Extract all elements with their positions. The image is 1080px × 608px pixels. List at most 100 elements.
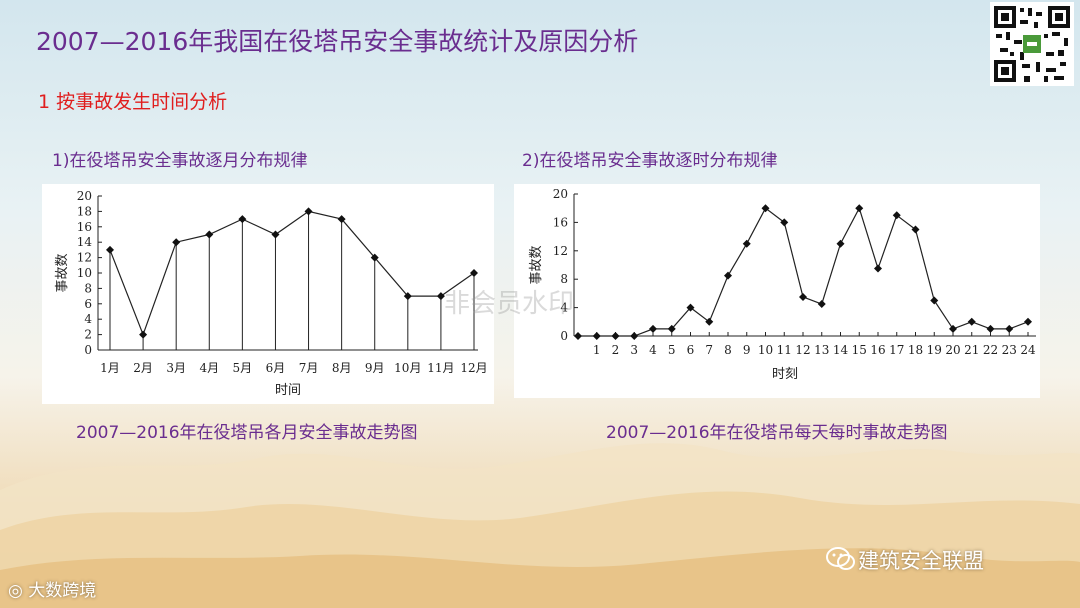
chart1-caption: 2007—2016年在役塔吊各月安全事故走势图	[76, 423, 418, 443]
logo-text: 大数跨境	[28, 581, 97, 601]
y-tick-label: 4	[560, 301, 568, 315]
logo-mark-icon: ◎	[8, 581, 29, 601]
x-tick-label: 2	[612, 343, 620, 357]
y-tick-label: 12	[77, 251, 92, 265]
x-tick-label: 4月	[199, 361, 219, 375]
data-point	[780, 218, 789, 227]
y-tick-label: 2	[84, 328, 92, 342]
x-tick-label: 10	[758, 343, 773, 357]
data-point	[592, 332, 601, 340]
data-point	[470, 269, 478, 277]
data-point	[874, 264, 882, 273]
y-tick-label: 8	[84, 281, 92, 295]
x-tick-label: 18	[908, 343, 923, 357]
data-point	[574, 332, 582, 340]
x-axis-title: 时间	[275, 383, 301, 398]
data-point	[630, 332, 639, 340]
hourly-chart: 0 4 8 12 16 20 1 2 3 4 5 6 7 8 9 10 11 12 13 14 15 16 17 18 19 20…	[514, 184, 1040, 398]
mountain-background	[0, 443, 1080, 608]
x-tick-label: 4	[649, 343, 657, 357]
bottom-logo: ◎ 大数跨境	[8, 576, 96, 601]
y-tick-label: 0	[84, 343, 92, 357]
data-point	[667, 324, 676, 333]
y-tick-label: 4	[84, 312, 92, 326]
data-point	[611, 332, 620, 340]
x-tick-label: 13	[814, 343, 829, 357]
y-tick-label: 20	[553, 187, 568, 201]
x-tick-label: 10月	[394, 361, 421, 375]
x-tick-label: 1月	[100, 361, 120, 375]
x-tick-label: 20	[945, 343, 960, 357]
data-point	[370, 253, 379, 262]
data-point	[986, 324, 995, 333]
data-point	[1005, 324, 1014, 333]
wechat-icon	[826, 547, 855, 570]
x-tick-label: 19	[927, 343, 942, 357]
data-point	[967, 317, 976, 326]
chart1-subtitle: 1)在役塔吊安全事故逐月分布规律	[52, 151, 308, 171]
x-tick-label: 14	[833, 343, 849, 357]
x-tick-label: 8	[724, 343, 732, 357]
data-point	[304, 207, 313, 216]
data-point	[172, 238, 181, 247]
data-point	[855, 204, 864, 213]
x-tick-label: 9月	[365, 361, 385, 375]
data-point	[836, 239, 845, 248]
chart2-subtitle: 2)在役塔吊安全事故逐时分布规律	[522, 151, 778, 171]
x-tick-label: 17	[889, 343, 904, 357]
data-point	[205, 230, 214, 239]
y-axis-title: 事故数	[55, 253, 70, 292]
x-tick-label: 7月	[299, 361, 319, 375]
x-tick-label: 5月	[233, 361, 253, 375]
y-tick-label: 20	[77, 189, 92, 203]
x-tick-label: 12月	[460, 361, 487, 375]
y-tick-label: 12	[553, 244, 568, 258]
monthly-chart: 0 2 4 6 8 10 12 14 16 18 20 1月 2月 3月 4月 5月 6月 7月 8月 9月 10月 11…	[42, 184, 494, 404]
x-tick-label: 7	[705, 343, 713, 357]
x-tick-label: 3月	[166, 361, 186, 375]
series-line	[109, 210, 475, 337]
data-point	[892, 211, 901, 220]
x-tick-label: 11月	[427, 361, 454, 375]
data-point	[761, 204, 770, 213]
x-tick-label: 6	[687, 343, 695, 357]
x-tick-label: 24	[1020, 343, 1036, 357]
data-point	[911, 225, 920, 234]
x-tick-label: 3	[630, 343, 638, 357]
x-tick-label: 16	[870, 343, 885, 357]
data-point	[724, 271, 732, 280]
data-point	[106, 245, 114, 254]
x-tick-label: 11	[777, 343, 792, 357]
x-tick-label: 6月	[266, 361, 286, 375]
data-point	[1024, 317, 1032, 326]
y-tick-label: 10	[77, 266, 92, 280]
data-point	[403, 292, 412, 301]
data-point	[686, 303, 695, 312]
page-title: 2007—2016年我国在役塔吊安全事故统计及原因分析	[36, 27, 639, 56]
x-tick-label: 8月	[332, 361, 352, 375]
qr-code-icon	[990, 2, 1074, 86]
data-point	[649, 324, 657, 333]
y-tick-label: 16	[77, 220, 92, 234]
chart2-caption: 2007—2016年在役塔吊每天每时事故走势图	[606, 423, 948, 443]
x-tick-label: 9	[743, 343, 751, 357]
y-tick-label: 14	[77, 235, 93, 249]
y-axis-title: 事故数	[529, 245, 544, 284]
x-tick-label: 1	[593, 343, 601, 357]
data-point	[139, 330, 148, 339]
x-tick-label: 2月	[133, 361, 153, 375]
data-point	[271, 230, 280, 239]
y-tick-label: 8	[560, 272, 568, 286]
x-tick-label: 21	[964, 343, 979, 357]
data-point	[705, 317, 714, 326]
x-tick-label: 5	[668, 343, 676, 357]
y-tick-label: 0	[560, 329, 568, 343]
x-tick-label: 23	[1002, 343, 1017, 357]
data-point	[817, 300, 826, 309]
watermark: 非会员水印	[444, 289, 575, 319]
series-line	[578, 206, 1029, 337]
x-tick-label: 22	[983, 343, 998, 357]
data-point	[930, 296, 939, 305]
